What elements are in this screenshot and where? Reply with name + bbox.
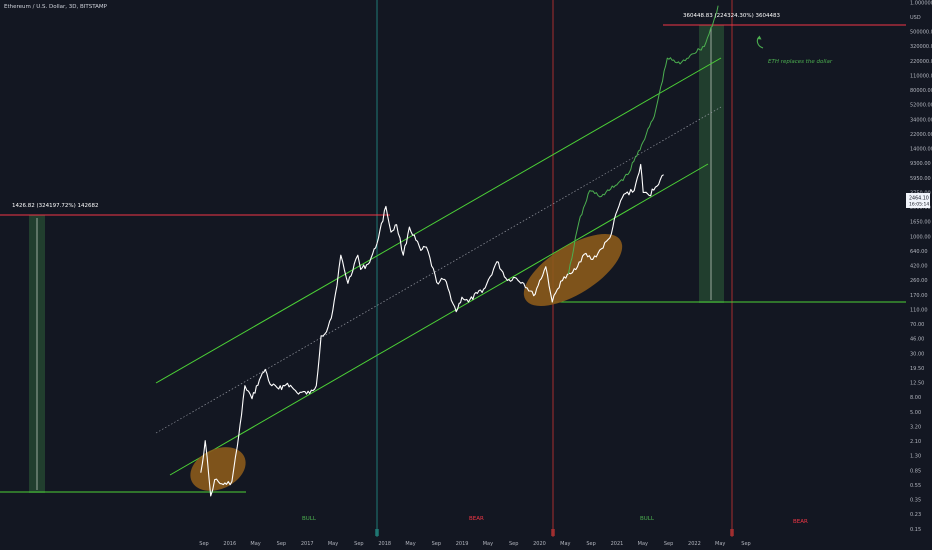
- projection-series-line: [568, 5, 719, 275]
- bull-label-1: BULL: [302, 516, 317, 522]
- x-tick-label: May: [483, 541, 493, 547]
- accumulation-ellipse-2020: [523, 234, 623, 306]
- x-tick-label: 2018: [378, 541, 391, 547]
- x-tick-label: May: [560, 541, 570, 547]
- y-tick-label: 14000.00: [910, 147, 932, 153]
- x-tick-label: 2020: [533, 541, 546, 547]
- y-tick-label: 1.30: [910, 454, 921, 460]
- cycle-marker-2020: [551, 529, 555, 536]
- y-tick-label: 34000.00: [910, 117, 932, 123]
- x-tick-label: Sep: [277, 541, 286, 547]
- x-tick-label: Sep: [741, 541, 750, 547]
- x-tick-label: 2016: [223, 541, 236, 547]
- y-tick-label: 1.0000000000E+06: [910, 0, 932, 6]
- y-tick-label: 0.23: [910, 512, 921, 518]
- x-tick-label: Sep: [509, 541, 518, 547]
- y-tick-label: 2500.00: [910, 205, 931, 211]
- y-tick-label: 500000.00: [910, 30, 932, 36]
- cycle-marker-2018: [375, 529, 379, 536]
- bear-label-1: BEAR: [469, 516, 484, 522]
- right-range-box: [699, 25, 724, 303]
- chart-title: Ethereum / U.S. Dollar, 3D, BITSTAMP: [4, 4, 108, 10]
- y-tick-label: 8.00: [910, 395, 921, 401]
- x-tick-label: Sep: [354, 541, 363, 547]
- eth-note-label: ETH replaces the dollar: [768, 59, 833, 65]
- x-tick-label: May: [405, 541, 415, 547]
- y-tick-label: 170.00: [910, 293, 928, 299]
- y-tick-label: 12.50: [910, 381, 924, 387]
- price-series-line: [200, 163, 664, 497]
- current-price-tag: [906, 193, 930, 208]
- y-tick-label: 110.00: [910, 307, 928, 313]
- bull-label-2: BULL: [640, 516, 655, 522]
- y-tick-label: 9300.00: [910, 161, 931, 167]
- x-tick-label: Sep: [586, 541, 595, 547]
- right-range-label: 360448.83 (224324.30%) 3604483: [683, 13, 780, 19]
- x-tick-label: May: [250, 541, 260, 547]
- channel-mid-line: [155, 106, 722, 434]
- y-tick-label: 52000.00: [910, 103, 932, 109]
- x-tick-label: 2019: [456, 541, 469, 547]
- x-tick-label: Sep: [664, 541, 673, 547]
- y-tick-label: 22000.00: [910, 132, 932, 138]
- y-tick-label: 640.00: [910, 249, 928, 255]
- x-tick-label: 2022: [688, 541, 701, 547]
- series-layer: [200, 5, 719, 497]
- y-tick-label: 5.00: [910, 410, 921, 416]
- x-tick-label: Sep: [199, 541, 208, 547]
- countdown-label: 16:05:14: [909, 202, 929, 208]
- y-tick-label: 0.85: [910, 468, 921, 474]
- y-tick-label: 19.50: [910, 366, 924, 372]
- y-tick-label: 70.00: [910, 322, 924, 328]
- x-tick-label: 2021: [611, 541, 624, 547]
- x-tick-label: 2017: [301, 541, 314, 547]
- y-tick-label: 0.55: [910, 483, 921, 489]
- channel-lower-line: [169, 163, 709, 476]
- y-tick-label: 110000.00: [910, 73, 932, 79]
- y-tick-label: 420.00: [910, 264, 928, 270]
- cycle-marker-2022: [730, 529, 734, 536]
- y-tick-label: 0.35: [910, 498, 921, 504]
- y-tick-label: 3.20: [910, 424, 921, 430]
- y-tick-label: 320000.00: [910, 44, 932, 50]
- y-tick-label: 220000.00: [910, 59, 932, 65]
- x-tick-label: May: [715, 541, 725, 547]
- arrowhead-icon: [757, 35, 762, 40]
- left-range-label: 1426.82 (324197.72%) 142682: [12, 203, 99, 209]
- bear-label-2: BEAR: [793, 519, 808, 525]
- current-price-label: 2464.10: [909, 196, 929, 202]
- x-tick-label: Sep: [432, 541, 441, 547]
- y-tick-label: USD: [910, 15, 921, 21]
- x-tick-label: May: [638, 541, 648, 547]
- y-tick-label: 1650.00: [910, 220, 931, 226]
- y-tick-label: 80000.00: [910, 88, 932, 94]
- y-tick-label: 5950.00: [910, 176, 931, 182]
- x-axis: Sep 2016 May Sep 2017 May Sep 2018 May Sep 2019 May…: [199, 541, 750, 547]
- channel-upper-line: [155, 57, 722, 384]
- y-tick-label: 2.10: [910, 439, 921, 445]
- y-tick-label: 260.00: [910, 278, 928, 284]
- y-tick-label: 30.00: [910, 351, 924, 357]
- y-tick-label: 1000.00: [910, 234, 931, 240]
- x-tick-label: May: [328, 541, 338, 547]
- y-tick-label: 46.00: [910, 337, 924, 343]
- y-tick-label: 0.15: [910, 527, 921, 533]
